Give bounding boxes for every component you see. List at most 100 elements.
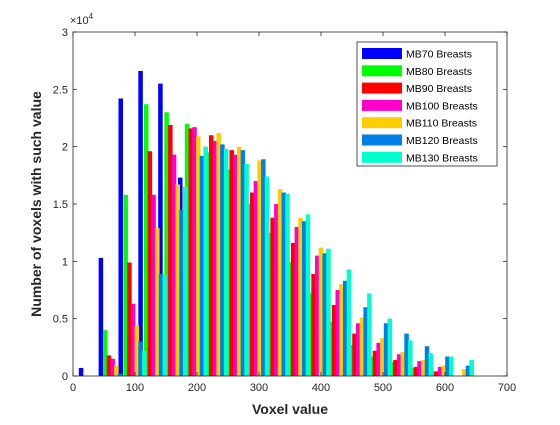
legend-label: MB110 Breasts [406,118,477,130]
legend-label: MB120 Breasts [406,135,478,147]
bar-series-3 [229,150,234,376]
bar-series-7 [387,318,393,376]
bar-series-3 [413,366,419,376]
bar-series-7 [285,193,290,376]
bar-series-7 [326,248,331,376]
bar-series-5 [155,228,160,376]
bar-series-4 [335,290,340,376]
legend-label: MB90 Breasts [406,83,472,95]
bar-series-1 [118,98,123,376]
bar-series-6 [158,273,164,376]
bar-series-4 [110,358,115,376]
x-tick-label: 600 [436,382,454,394]
bar-series-3 [372,350,378,376]
bar-series-4 [396,354,402,376]
bar-series-2 [164,112,169,377]
bar-series-3 [290,242,296,376]
bar-series-6 [220,144,225,376]
bar-series-5 [236,146,242,376]
y-tick-label: 3 [62,27,68,39]
bar-series-6 [383,323,389,376]
y-tick-label: 0.5 [53,314,68,326]
legend-swatch [362,134,402,146]
bar-series-4 [171,154,177,376]
bar-series-3 [311,273,316,376]
bar-series-2 [143,104,149,377]
legend-swatch [362,65,402,77]
bar-series-5 [298,217,303,376]
legend-label: MB80 Breasts [406,66,472,78]
bar-series-3 [168,124,173,376]
bar-series-6 [465,365,471,376]
bar-series-5 [195,136,201,376]
y-tick-label: 2.5 [53,84,68,96]
x-tick-label: 200 [188,382,206,394]
bar-series-6 [322,253,327,376]
bar-series-5 [175,184,181,376]
bar-series-4 [355,323,361,376]
x-tick-label: 0 [70,382,76,394]
legend-swatch [362,82,402,94]
bar-series-6 [404,333,409,376]
bar-series-5 [114,365,119,376]
bar-series-3 [147,151,153,376]
legend-swatch [362,99,402,111]
bar-series-3 [188,128,194,376]
bar-series-5 [359,317,365,376]
x-tick-label: 700 [498,382,516,394]
bar-series-6 [302,221,307,376]
legend-swatch [362,117,402,129]
bar-series-6 [363,307,368,376]
legend-swatch [362,151,402,163]
bar-series-5 [421,359,426,376]
bar-series-6 [261,159,266,376]
bar-series-7 [203,146,208,376]
bar-series-3 [249,192,255,376]
bar-series-6 [179,209,184,376]
x-tick-label: 100 [126,382,144,394]
bar-series-6 [424,346,430,376]
bar-series-6 [240,150,246,376]
bar-series-7 [408,340,413,376]
y-axis-label: Number of voxels with such value [28,91,44,317]
y-tick-label: 0 [62,371,68,383]
bar-series-5 [257,160,262,376]
bar-series-6 [199,155,205,376]
bar-series-4 [130,303,136,376]
bar-series-7 [182,186,188,376]
bar-series-3 [209,135,214,376]
bar-series-4 [315,255,320,376]
y-tick-label: 1.5 [53,199,68,211]
bar-series-4 [192,127,197,376]
bar-series-4 [212,140,218,376]
bar-series-4 [437,366,443,376]
legend-label: MB130 Breasts [406,152,478,164]
bar-series-3 [106,355,112,376]
bar-series-7 [264,176,270,376]
bar-series-6 [342,280,348,376]
bar-series-5 [380,338,385,376]
legend-items: MB70 Breasts MB80 Breasts MB90 Breasts MB10… [362,48,478,164]
bar-series-7 [346,269,352,376]
bar-series-1 [98,257,104,376]
x-axis-label: Voxel value [252,401,328,417]
bar-series-6 [138,341,143,376]
legend-label: MB100 Breasts [406,100,478,112]
bar-series-7 [223,148,229,376]
bar-series-1 [78,367,84,376]
bar-series-4 [274,204,279,376]
bar-series-5 [134,325,140,376]
legend: MB70 Breasts MB80 Breasts MB90 Breasts MB10… [356,41,498,167]
x-tick-label: 300 [250,382,268,394]
bar-series-5 [339,284,344,376]
bar-series-5 [216,132,221,376]
bar-series-7 [162,275,168,376]
bar-series-1 [158,83,163,376]
bar-series-2 [102,330,108,376]
x-tick-label: 500 [374,382,392,394]
bar-series-5 [441,365,447,376]
bar-series-4 [151,194,156,376]
legend-swatch [362,48,402,59]
